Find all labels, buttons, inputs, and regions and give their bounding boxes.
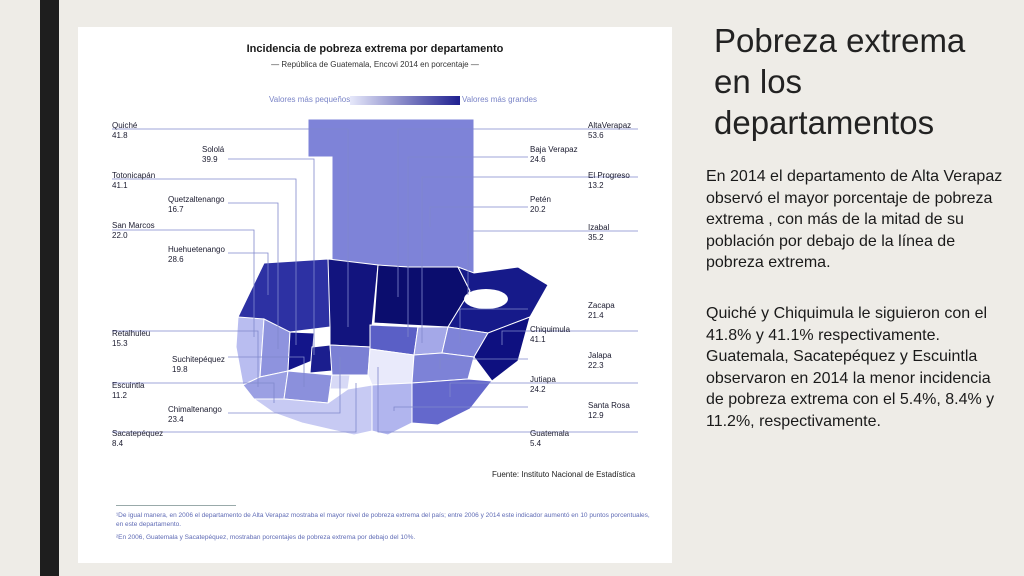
label-solola: Sololá 39.9	[202, 145, 225, 164]
label-san-marcos: San Marcos 22.0	[112, 221, 155, 240]
poverty-map-figure: Incidencia de pobreza extrema por depart…	[78, 27, 672, 563]
color-scale-bar	[350, 96, 460, 105]
body-paragraph-1: En 2014 el departamento de Alta Verapaz …	[706, 168, 1003, 271]
region-guatemala	[367, 348, 415, 386]
label-santa-rosa: Santa Rosa 12.9	[588, 401, 630, 420]
label-guatemala: Guatemala 5.4	[530, 429, 570, 448]
figure-title: Incidencia de pobreza extrema por depart…	[246, 43, 504, 55]
label-peten: Petén 20.2	[530, 195, 551, 214]
label-quetzaltenango: Quetzaltenango 16.7	[168, 195, 225, 214]
label-alta-verapaz: AltaVerapaz 53.6	[588, 121, 632, 140]
region-jutiapa	[411, 378, 493, 426]
leader-lines	[112, 128, 357, 433]
region-jalapa	[411, 352, 475, 384]
region-solola	[309, 344, 333, 374]
label-el-progreso: El Progreso 13.2	[588, 171, 630, 190]
region-santa-rosa	[371, 382, 413, 436]
left-accent-bar	[40, 0, 59, 576]
label-zacapa: Zacapa 21.4	[588, 301, 615, 320]
region-chiquimula	[473, 316, 531, 382]
lake-izabal	[464, 289, 508, 309]
scale-low-label: Valores más pequeños	[269, 95, 351, 104]
label-totonicapan: Totonicapán 41.1	[112, 171, 156, 190]
figure-subtitle: — República de Guatemala, Encovi 2014 en…	[271, 60, 479, 69]
label-escuintla: Escuintla 11.2	[112, 381, 145, 400]
leader-lines-right	[377, 128, 638, 433]
scale-high-label: Valores más grandes	[462, 95, 537, 104]
label-baja-verapaz: Baja Verapaz 24.6	[530, 145, 578, 164]
body-paragraph-2: Quiché y Chiquimula le siguieron con el …	[706, 305, 995, 430]
label-jutiapa: Jutiapa 24.2	[530, 375, 556, 394]
footnote-2: ²En 2006, Guatemala y Sacatepéquez, most…	[116, 534, 416, 541]
label-izabal: Izabal 35.2	[588, 223, 610, 242]
label-suchitepequez: Suchitepéquez 19.8	[172, 355, 225, 374]
region-chimaltenango	[329, 344, 371, 376]
label-huehuetenango: Huehuetenango 28.6	[168, 245, 225, 264]
footnote-1: ¹De igual manera, en 2006 el departament…	[116, 512, 650, 528]
figure-source: Fuente: Instituto Nacional de Estadístic…	[492, 470, 636, 479]
label-chiquimula: Chiquimula 41.1	[530, 325, 571, 344]
label-jalapa: Jalapa 22.3	[588, 351, 612, 370]
guatemala-map	[112, 118, 638, 436]
region-peten	[307, 118, 475, 276]
region-totonicapan	[287, 331, 315, 372]
label-sacatepequez: Sacatepéquez 8.4	[112, 429, 164, 448]
slide-title: Pobreza extrema en los departamentos	[714, 22, 966, 141]
footnote-divider	[116, 505, 236, 506]
label-quiche: Quiché 41.8	[112, 121, 138, 140]
region-suchitepequez	[283, 370, 333, 404]
label-chimaltenango: Chimaltenango 23.4	[168, 405, 222, 424]
label-retalhuleu: Retalhuleu 15.3	[112, 329, 151, 348]
